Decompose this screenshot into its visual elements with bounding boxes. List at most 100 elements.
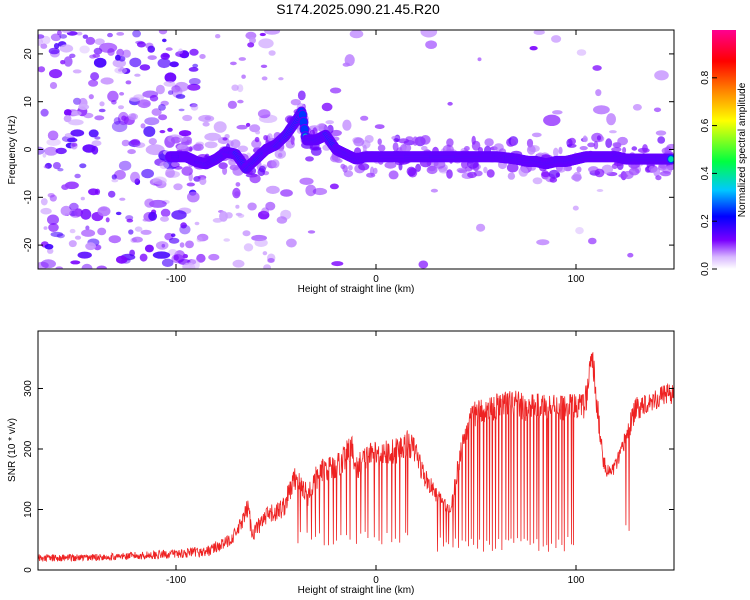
spectrogram-noise-blob <box>107 32 113 38</box>
spectrogram-noise-blob <box>132 30 142 38</box>
spectrogram-noise-blob <box>61 30 72 33</box>
colorbar-tick-label: 0.0 <box>700 262 711 276</box>
spectrogram-noise-blob <box>204 132 222 141</box>
spectrogram-noise-blob <box>79 163 87 169</box>
spectrogram-noise-blob <box>606 113 616 126</box>
spectrogram-halo-blob <box>366 172 376 178</box>
spectrogram-noise-blob <box>430 188 438 193</box>
spectrogram-noise-blob <box>59 44 74 53</box>
spectrogram-noise-blob <box>38 146 45 155</box>
spectrogram-noise-blob <box>44 243 54 250</box>
spectrogram-noise-blob <box>329 87 342 94</box>
spectrogram-halo-blob <box>510 137 516 146</box>
spectrogram-x-label: Height of straight line (km) <box>298 284 415 295</box>
spectrogram-noise-blob <box>169 61 179 68</box>
spectrogram-noise-blob <box>261 76 268 81</box>
spectrogram-halo-blob <box>467 171 477 179</box>
spectrogram-noise-blob <box>50 231 64 238</box>
spectrogram-noise-blob <box>199 54 206 59</box>
spectrogram-noise-blob <box>257 109 271 119</box>
spectrogram-halo-blob <box>506 162 519 173</box>
spectrogram-halo-blob <box>406 166 417 177</box>
spectrogram-noise-blob <box>173 183 183 191</box>
spectrogram-halo-blob <box>199 177 207 186</box>
spectrogram-noise-blob <box>278 77 284 81</box>
spectrogram-noise-blob <box>152 251 171 259</box>
spectrogram-halo-blob <box>415 163 421 172</box>
spectrogram-halo-blob <box>446 138 454 147</box>
spectrogram-noise-blob <box>140 229 152 235</box>
spectrogram-noise-blob <box>43 165 49 169</box>
spectrogram-noise-blob <box>107 90 119 102</box>
spectrogram-noise-blob <box>111 174 117 180</box>
spectrogram-noise-blob <box>88 129 99 138</box>
spectrogram-halo-blob <box>594 168 605 178</box>
spectrogram-noise-blob <box>476 223 486 232</box>
spectrogram-halo-blob <box>364 135 374 143</box>
spectrogram-noise-blob <box>91 140 102 147</box>
spectrogram-noise-blob <box>237 213 245 218</box>
spectrogram-noise-blob <box>144 198 155 208</box>
spectrogram-halo-blob <box>193 143 204 151</box>
spectrogram-halo-blob <box>335 158 343 163</box>
spectrogram-halo-blob <box>420 135 431 145</box>
spectrogram-halo-blob <box>648 165 656 172</box>
spectrogram-noise-blob <box>128 229 134 235</box>
spectrogram-noise-blob <box>99 42 118 53</box>
spectrogram-halo-blob <box>426 165 438 175</box>
spectrogram-y-tick-label: -20 <box>23 237 34 252</box>
spectrogram-x-tick-label: -100 <box>166 274 186 285</box>
spectrogram-halo-blob <box>568 137 576 145</box>
spectrogram-halo-blob <box>532 177 543 185</box>
spectrogram-noise-blob <box>76 31 83 36</box>
spectrogram-halo-blob <box>305 156 314 162</box>
spectrogram-halo-blob <box>446 169 453 179</box>
spectrogram-halo-blob <box>297 90 306 101</box>
spectrogram-noise-blob <box>118 160 132 171</box>
snr-x-tick-label: 100 <box>568 575 585 586</box>
spectrogram-halo-blob <box>659 170 672 177</box>
spectrogram-halo-blob <box>421 145 428 151</box>
spectrogram-halo-blob <box>461 160 469 169</box>
spectrogram-halo-blob <box>657 136 666 144</box>
spectrogram-noise-blob <box>420 30 438 38</box>
spectrogram-noise-blob <box>632 104 642 111</box>
spectrogram-noise-blob <box>59 34 68 39</box>
spectrogram-noise-blob <box>121 139 130 147</box>
spectrogram-noise-blob <box>260 64 268 69</box>
snr-y-tick-label: 200 <box>23 440 34 457</box>
spectrogram-noise-blob <box>213 121 227 133</box>
spectrogram-halo-blob <box>412 136 419 146</box>
spectrogram-noise-blob <box>78 104 90 110</box>
spectrogram-noise-blob <box>139 64 151 71</box>
spectrogram-noise-blob <box>118 56 126 62</box>
spectrogram-noise-blob <box>67 137 78 143</box>
spectrogram-noise-blob <box>192 63 199 68</box>
spectrogram-noise-blob <box>251 234 267 242</box>
spectrogram-noise-blob <box>114 67 128 74</box>
spectrogram-halo-blob <box>556 165 566 173</box>
spectrogram-halo-blob <box>526 145 536 155</box>
spectrogram-halo-blob <box>258 165 266 173</box>
spectrogram-noise-blob <box>185 240 194 249</box>
spectrogram-halo-blob <box>377 138 382 145</box>
spectrogram-noise-blob <box>219 211 228 222</box>
spectrogram-noise-blob <box>164 72 177 83</box>
snr-x-label: Height of straight line (km) <box>298 585 415 596</box>
spectrogram-noise-blob <box>140 123 146 129</box>
spectrogram-noise-blob <box>247 42 255 48</box>
spectrogram-noise-blob <box>575 227 584 235</box>
spectrogram-halo-blob <box>274 149 286 159</box>
colorbar-tick-label: 0.2 <box>700 214 711 228</box>
spectrogram-noise-blob <box>263 264 271 269</box>
spectrogram-noise-blob <box>145 144 165 156</box>
spectrogram-noise-blob <box>100 77 114 85</box>
spectrogram-noise-blob <box>158 104 166 111</box>
spectrogram-noise-blob <box>144 244 154 253</box>
spectrogram-halo-blob <box>249 174 261 184</box>
spectrogram-noise-blob <box>70 129 85 137</box>
spectrogram-noise-blob <box>654 70 669 81</box>
spectrogram-halo-blob <box>464 146 470 151</box>
spectrogram-noise-blob <box>47 193 55 198</box>
spectrogram-noise-blob <box>99 101 105 107</box>
